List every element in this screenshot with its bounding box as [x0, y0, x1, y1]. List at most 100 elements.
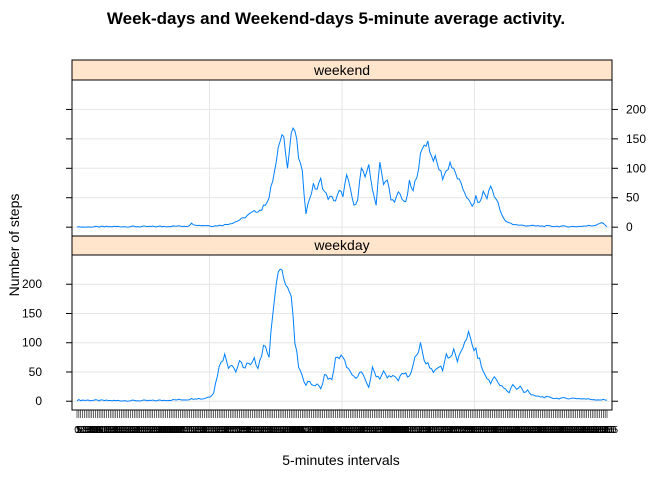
x-tick-label: 950: [287, 425, 304, 436]
x-tick-label: 1135: [323, 425, 345, 436]
x-tick-label: 715: [229, 425, 246, 436]
x-tick-label: 625: [211, 425, 228, 436]
x-tick-label: 1245: [348, 425, 371, 436]
x-tick-label: 1815: [470, 425, 493, 436]
x-tick-label: 425: [167, 425, 184, 436]
x-tick-label: 820: [253, 425, 270, 436]
x-tick-label: 1405: [378, 425, 401, 436]
x-tick-label: 725: [233, 425, 250, 436]
x-tick-label: 330: [146, 425, 163, 436]
x-tick-label: 1930: [498, 425, 521, 436]
x-tick-label: 450: [176, 425, 193, 436]
x-tick-label: 2130: [542, 425, 565, 436]
x-tick-label: 915: [274, 425, 291, 436]
x-tick-label: 1030: [299, 425, 322, 436]
x-tick-label: 1830: [476, 425, 499, 436]
x-tick-label: 1910: [491, 425, 514, 436]
x-tick-label: 555: [200, 425, 217, 436]
y-tick-label: 0: [35, 394, 42, 408]
x-tick-label: 1720: [450, 425, 473, 436]
x-tick-label: 1700: [443, 425, 466, 436]
x-tick-label: 300: [135, 425, 152, 436]
panel-border-weekday: [71, 254, 613, 411]
x-tick-label: 500: [179, 425, 196, 436]
x-tick-label: 1810: [468, 425, 491, 436]
x-tick-label: 2045: [526, 425, 549, 436]
x-tick-label: 1715: [448, 425, 471, 436]
x-tick-label: 700: [224, 425, 241, 436]
x-tick-label: 105: [93, 425, 110, 436]
x-tick-label: 1455: [396, 425, 419, 436]
x-tick-label: 1505: [400, 425, 423, 436]
x-tick-label: 455: [178, 425, 195, 436]
x-tick-label: 2105: [533, 425, 556, 436]
x-tick-label: 2150: [550, 425, 573, 436]
x-tick-label: 2005: [511, 425, 534, 436]
x-tick-label: 2035: [522, 425, 545, 436]
x-tick-label: 1440: [391, 425, 414, 436]
x-tick-label: 1435: [389, 425, 412, 436]
x-tick-label: 2050: [528, 425, 551, 436]
x-tick-label: 2135: [544, 425, 567, 436]
x-tick-label: 2015: [515, 425, 538, 436]
x-tick-label: 1115: [316, 425, 337, 436]
x-tick-label: 1635: [433, 425, 456, 436]
x-tick-label: 1400: [376, 425, 399, 436]
x-tick-label: 1925: [496, 425, 519, 436]
x-tick-label: 2055: [529, 425, 552, 436]
x-tick-label: 1210: [335, 425, 358, 436]
x-tick-label: 1430: [387, 425, 410, 436]
x-tick-label: 1525: [408, 425, 431, 436]
x-tick-label: 35: [84, 425, 96, 436]
x-tick-label: 1425: [385, 425, 408, 436]
x-tick-label: 1520: [406, 425, 429, 436]
x-tick-label: 1840: [480, 425, 503, 436]
x-tick-label: 1920: [494, 425, 517, 436]
x-tick-label: 805: [248, 425, 265, 436]
x-tick-label: 1020: [295, 425, 318, 436]
x-tick-label: 325: [144, 425, 161, 436]
x-tick-label: 2010: [513, 425, 536, 436]
x-tick-label: 840: [261, 425, 278, 436]
x-tick-label: 1140: [325, 425, 347, 436]
x-tick-label: 1355: [374, 425, 397, 436]
x-tick-label: 25: [81, 425, 93, 436]
x-tick-label: 2340: [590, 425, 613, 436]
x-tick-label: 1955: [507, 425, 530, 436]
x-tick-label: 1350: [372, 425, 395, 436]
x-tick-label: 1130: [321, 425, 343, 436]
x-tick-label: 620: [209, 425, 226, 436]
x-tick-label: 905: [270, 425, 287, 436]
x-tick-label: 220: [120, 425, 137, 436]
x-tick-label: 440: [172, 425, 189, 436]
y-axis-weekend: 0 50 100 150 200: [66, 102, 646, 234]
x-tick-label: 1630: [432, 425, 455, 436]
x-tick-label: 1415: [382, 425, 405, 436]
x-tick-label: 215: [119, 425, 136, 436]
x-tick-label: 650: [220, 425, 237, 436]
x-tick-label: 2120: [539, 425, 562, 436]
x-tick-label: 350: [154, 425, 171, 436]
x-tick-label: 2310: [579, 425, 602, 436]
x-tick-label: 2345: [592, 425, 615, 436]
x-tick-label: 730: [235, 425, 252, 436]
x-tick-label: 1330: [365, 425, 388, 436]
x-tick-label: 1800: [465, 425, 488, 436]
x-tick-label: 115: [97, 425, 113, 436]
x-tick-label: 1950: [505, 425, 528, 436]
x-tick-label: 410: [161, 425, 178, 436]
x-tick-label: 1000: [287, 425, 310, 436]
x-tick-label: 245: [130, 425, 147, 436]
x-tick-label: 150: [109, 425, 126, 436]
x-tick-label: 305: [137, 425, 154, 436]
x-tick-label: 1235: [345, 425, 368, 436]
x-tick-label: 1315: [359, 425, 382, 436]
x-tick-label: 815: [251, 425, 268, 436]
x-tick-label: 235: [126, 425, 143, 436]
x-tick-label: 1040: [302, 425, 325, 436]
x-tick-label: 10: [75, 425, 87, 436]
x-tick-label: 1550: [417, 425, 440, 436]
x-tick-label: 120: [98, 425, 115, 436]
x-tick-label: 845: [263, 425, 280, 436]
x-tick-label: 850: [264, 425, 281, 436]
